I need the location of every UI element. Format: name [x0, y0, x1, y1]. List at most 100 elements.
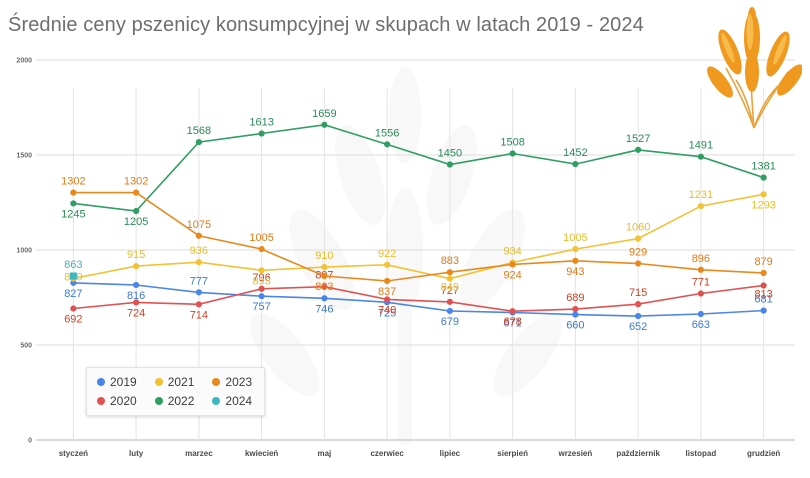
series-line-2020 [73, 284, 764, 313]
data-point-2020-1[interactable] [133, 299, 140, 306]
data-label-2022-6: 1450 [438, 148, 462, 160]
data-label-2020-11: 813 [754, 289, 772, 301]
data-label-2022-11: 1381 [751, 161, 775, 173]
legend-item-2020[interactable]: 2020 [97, 394, 137, 408]
data-point-2020-4[interactable] [321, 283, 328, 290]
data-label-2023-10: 896 [692, 253, 710, 265]
data-point-2020-11[interactable] [760, 282, 767, 289]
data-point-2020-6[interactable] [446, 298, 453, 305]
series-line-2023 [73, 191, 764, 282]
data-point-2024-0[interactable] [69, 272, 77, 280]
x-axis-tick-label: grudzień [747, 449, 780, 458]
data-point-2023-8[interactable] [572, 257, 579, 264]
data-point-2019-8[interactable] [572, 311, 579, 318]
data-label-2019-9: 652 [629, 321, 647, 333]
data-label-2019-6: 679 [441, 316, 459, 328]
data-label-2022-8: 1452 [563, 147, 587, 159]
data-point-2021-2[interactable] [195, 259, 202, 266]
data-label-2020-6: 727 [441, 285, 459, 297]
data-point-2023-9[interactable] [635, 260, 642, 267]
data-point-2021-1[interactable] [133, 263, 140, 270]
data-point-2019-4[interactable] [321, 295, 328, 302]
data-point-2023-6[interactable] [446, 269, 453, 276]
data-point-2023-0[interactable] [70, 189, 77, 196]
data-label-2022-0: 1245 [61, 208, 85, 220]
data-point-2022-8[interactable] [572, 161, 579, 168]
data-label-2024-0: 863 [64, 259, 82, 271]
data-point-2020-10[interactable] [697, 290, 704, 297]
legend-swatch-2019 [97, 378, 105, 386]
data-label-2023-6: 883 [441, 255, 459, 267]
data-label-2021-4: 910 [315, 250, 333, 262]
data-label-2022-10: 1491 [689, 140, 713, 152]
data-label-2023-9: 929 [629, 246, 647, 258]
data-point-2022-3[interactable] [258, 130, 265, 137]
data-point-2019-11[interactable] [760, 307, 767, 314]
x-axis-tick-label: kwiecień [245, 449, 278, 458]
page-title: Średnie ceny pszenicy konsumpcyjnej w sk… [8, 14, 644, 36]
data-point-2022-4[interactable] [321, 121, 328, 128]
data-point-2020-8[interactable] [572, 305, 579, 313]
data-label-2020-0: 692 [64, 314, 82, 326]
data-point-2023-4[interactable] [321, 272, 328, 280]
data-label-2019-5: 725 [378, 307, 396, 319]
data-point-2020-7[interactable] [509, 308, 516, 315]
data-point-2022-1[interactable] [133, 207, 140, 215]
data-point-2019-3[interactable] [258, 293, 265, 300]
data-point-2019-0[interactable] [70, 279, 77, 286]
data-point-2021-3[interactable] [258, 267, 265, 274]
data-label-2023-5: 837 [378, 286, 396, 298]
data-point-2021-6[interactable] [446, 275, 453, 282]
data-label-2022-7: 1508 [500, 136, 524, 148]
data-point-2022-9[interactable] [635, 146, 642, 153]
data-point-2019-10[interactable] [697, 310, 704, 318]
data-point-2021-9[interactable] [635, 235, 642, 242]
data-point-2023-1[interactable] [133, 189, 140, 196]
data-point-2022-10[interactable] [697, 153, 704, 160]
y-axis-tick-label: 500 [20, 343, 32, 350]
data-point-2021-10[interactable] [697, 203, 704, 210]
data-point-2023-3[interactable] [258, 245, 265, 253]
data-point-2020-9[interactable] [635, 301, 642, 308]
data-point-2020-5[interactable] [384, 296, 391, 303]
data-point-2022-7[interactable] [509, 150, 516, 157]
legend-item-2023[interactable]: 2023 [212, 375, 252, 389]
data-point-2020-3[interactable] [258, 285, 265, 292]
data-point-2019-9[interactable] [635, 313, 642, 320]
x-axis-tick-label: sierpień [497, 449, 528, 458]
x-axis-tick-label: październik [616, 449, 660, 458]
legend-item-2024[interactable]: 2024 [212, 394, 252, 408]
data-point-2023-7[interactable] [509, 261, 516, 268]
data-point-2020-2[interactable] [195, 301, 202, 308]
data-point-2022-0[interactable] [70, 200, 77, 207]
data-point-2021-5[interactable] [384, 261, 391, 268]
data-point-2023-11[interactable] [760, 269, 767, 277]
data-point-2021-11[interactable] [760, 191, 767, 198]
legend-item-2021[interactable]: 2021 [154, 375, 194, 389]
data-point-2022-11[interactable] [760, 174, 767, 181]
data-label-2023-7: 924 [503, 269, 521, 281]
data-point-2022-2[interactable] [195, 138, 202, 146]
data-point-2023-5[interactable] [384, 277, 391, 285]
legend-label: 2022 [167, 394, 195, 408]
data-point-2020-0[interactable] [70, 305, 77, 312]
data-point-2022-5[interactable] [384, 141, 391, 148]
data-label-2023-1: 1302 [124, 176, 148, 188]
data-point-2021-4[interactable] [321, 264, 328, 271]
legend-item-2019[interactable]: 2019 [97, 375, 137, 389]
data-point-2023-10[interactable] [697, 266, 704, 273]
data-label-2022-2: 1568 [187, 125, 211, 137]
x-axis-tick-label: luty [129, 449, 144, 458]
data-label-2021-7: 934 [503, 246, 521, 258]
data-point-2021-8[interactable] [572, 245, 579, 253]
data-point-2023-2[interactable] [195, 232, 202, 239]
data-point-2019-6[interactable] [446, 307, 453, 315]
data-label-2019-2: 777 [190, 275, 208, 287]
legend-swatch-2021 [154, 378, 163, 386]
data-label-2021-1: 915 [127, 249, 145, 261]
data-point-2019-2[interactable] [195, 289, 202, 296]
data-point-2019-1[interactable] [133, 281, 140, 289]
data-point-2022-6[interactable] [446, 161, 453, 168]
legend-item-2022[interactable]: 2022 [154, 394, 195, 408]
